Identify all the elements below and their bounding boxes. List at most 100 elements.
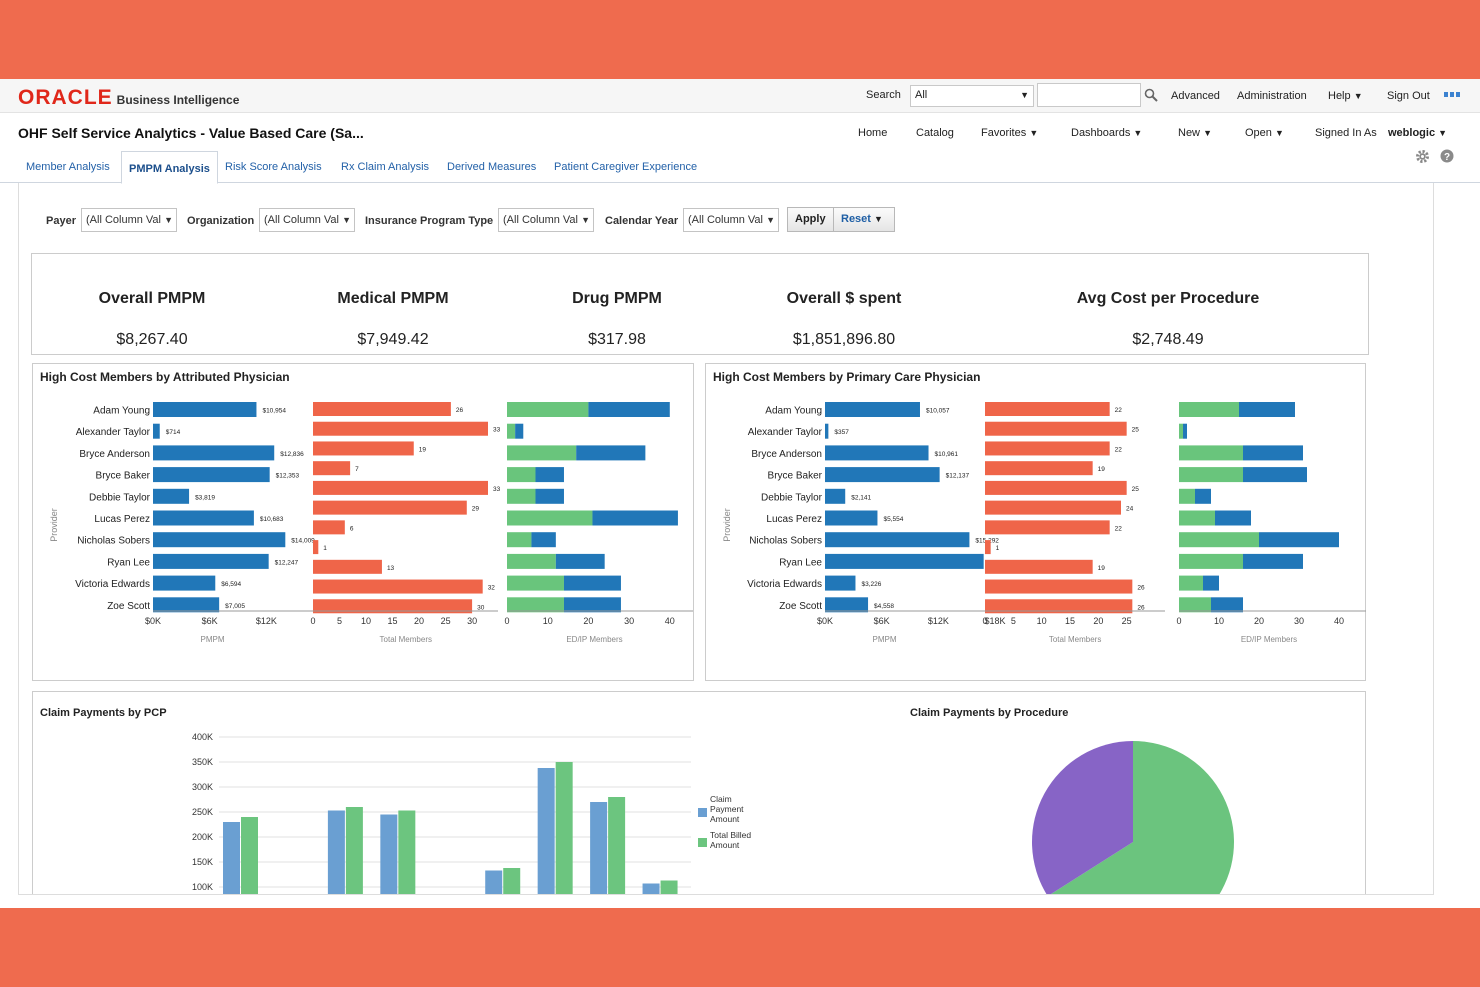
members-bar bbox=[313, 540, 319, 555]
provider-label: Adam Young bbox=[93, 406, 150, 417]
nav-dashboards[interactable]: Dashboards ▼ bbox=[1071, 127, 1142, 139]
pmpm-bar bbox=[153, 553, 269, 569]
provider-label: Nicholas Sobers bbox=[749, 536, 822, 547]
payer-value: (All Column Val bbox=[86, 214, 161, 226]
pmpm-data-label: $12,137 bbox=[946, 473, 970, 480]
dashboard-header: OHF Self Service Analytics - Value Based… bbox=[0, 113, 1480, 151]
organization-value: (All Column Val bbox=[264, 214, 339, 226]
chevron-down-icon: ▼ bbox=[1029, 128, 1039, 138]
edip-blue-bar bbox=[555, 553, 605, 569]
kpi-drug-pmpm-label: Drug PMPM bbox=[572, 290, 662, 307]
brand-name: ORACLE bbox=[18, 86, 113, 109]
reset-button[interactable]: Reset ▼ bbox=[833, 207, 895, 232]
nav-open[interactable]: Open ▼ bbox=[1245, 127, 1284, 139]
members-bar bbox=[313, 441, 414, 456]
organization-select[interactable]: (All Column Val ▼ bbox=[259, 208, 355, 232]
insurance-program-type-label: Insurance Program Type bbox=[365, 215, 494, 227]
pmpm-data-label: $3,819 bbox=[195, 494, 215, 501]
legend-total-billed-label: Total Billed bbox=[710, 830, 751, 840]
nav-home[interactable]: Home bbox=[858, 127, 888, 139]
sign-out-link[interactable]: Sign Out bbox=[1387, 90, 1430, 102]
administration-link[interactable]: Administration bbox=[1237, 90, 1307, 102]
edip-tick-label: 30 bbox=[624, 616, 634, 626]
nav-catalog[interactable]: Catalog bbox=[916, 127, 954, 139]
pmpm-tick-label: $6K bbox=[202, 616, 218, 626]
chevron-down-icon: ▼ bbox=[1438, 128, 1448, 138]
members-bar bbox=[985, 599, 1133, 614]
search-input[interactable] bbox=[1037, 83, 1141, 107]
help-icon[interactable]: ? bbox=[1440, 149, 1454, 163]
tab-pmpm-analysis[interactable]: PMPM Analysis bbox=[121, 151, 218, 184]
search-icon[interactable] bbox=[1144, 88, 1158, 102]
y-tick-label: 350K bbox=[192, 757, 213, 767]
pmpm-bar bbox=[825, 423, 829, 439]
user-menu[interactable]: weblogic ▼ bbox=[1388, 127, 1447, 139]
nav-open-label: Open bbox=[1245, 127, 1272, 139]
search-label: Search bbox=[866, 89, 901, 101]
provider-label: Ryan Lee bbox=[107, 557, 150, 568]
edip-blue-bar bbox=[563, 575, 621, 591]
tab-derived-measures[interactable]: Derived Measures bbox=[447, 161, 537, 173]
members-data-label: 26 bbox=[456, 407, 464, 414]
apply-button[interactable]: Apply bbox=[787, 207, 834, 232]
edip-blue-bar bbox=[592, 510, 678, 526]
pmpm-bar bbox=[153, 510, 254, 526]
edip-green-bar bbox=[1179, 553, 1243, 569]
legend-total-billed-swatch bbox=[698, 838, 707, 847]
tab-risk-score-analysis[interactable]: Risk Score Analysis bbox=[225, 161, 322, 173]
pmpm-data-label: $357 bbox=[834, 429, 849, 436]
pmpm-bar bbox=[153, 597, 220, 613]
pmpm-bar bbox=[153, 467, 270, 483]
help-menu[interactable]: Help ▼ bbox=[1328, 90, 1363, 102]
pmpm-data-label: $6,594 bbox=[221, 581, 241, 588]
members-bar bbox=[985, 441, 1110, 456]
payer-label: Payer bbox=[46, 215, 76, 227]
edip-blue-bar bbox=[1215, 510, 1251, 526]
gear-icon[interactable] bbox=[1415, 149, 1430, 164]
members-bar bbox=[985, 520, 1110, 535]
kpi-overall-spent-value: $1,851,896.80 bbox=[792, 331, 896, 348]
edip-blue-bar bbox=[1195, 488, 1211, 504]
members-tick-label: 20 bbox=[1093, 616, 1103, 626]
search-scope-select[interactable]: All ▼ bbox=[910, 85, 1034, 107]
members-tick-label: 15 bbox=[1065, 616, 1075, 626]
user-name: weblogic bbox=[1388, 127, 1436, 139]
provider-axis-label: Provider bbox=[722, 508, 732, 542]
chevron-down-icon: ▼ bbox=[1353, 91, 1363, 101]
provider-label: Zoe Scott bbox=[107, 601, 150, 612]
tab-member-analysis[interactable]: Member Analysis bbox=[26, 161, 110, 173]
organization-label: Organization bbox=[187, 215, 255, 227]
edip-blue-bar bbox=[1239, 402, 1295, 417]
provider-label: Bryce Anderson bbox=[751, 449, 822, 460]
advanced-link[interactable]: Advanced bbox=[1171, 90, 1220, 102]
members-data-label: 22 bbox=[1115, 407, 1123, 414]
nav-new[interactable]: New ▼ bbox=[1178, 127, 1212, 139]
reset-label: Reset bbox=[841, 213, 871, 225]
edip-green-bar bbox=[1179, 402, 1239, 417]
svg-text:?: ? bbox=[1444, 152, 1450, 163]
chevron-down-icon: ▼ bbox=[342, 215, 351, 225]
edip-blue-bar bbox=[1203, 575, 1219, 591]
pmpm-tick-label: $12K bbox=[928, 616, 949, 626]
tab-patient-caregiver-experience[interactable]: Patient Caregiver Experience bbox=[554, 161, 698, 173]
pmpm-bar bbox=[153, 423, 160, 439]
oracle-logo[interactable]: ORACLE Business Intelligence bbox=[18, 86, 239, 110]
insurance-program-type-select[interactable]: (All Column Val ▼ bbox=[498, 208, 594, 232]
edip-tick-label: 10 bbox=[543, 616, 553, 626]
global-header: ORACLE Business Intelligence Search All … bbox=[0, 79, 1480, 113]
tab-rx-claim-analysis[interactable]: Rx Claim Analysis bbox=[341, 161, 430, 173]
calendar-year-select[interactable]: (All Column Val ▼ bbox=[683, 208, 779, 232]
nav-favorites[interactable]: Favorites ▼ bbox=[981, 127, 1038, 139]
members-bar bbox=[985, 480, 1127, 495]
members-tick-label: 0 bbox=[310, 616, 315, 626]
legend-claim-payment-label: Claim bbox=[710, 794, 732, 804]
total-billed-bar bbox=[608, 797, 626, 894]
pmpm-tick-label: $0K bbox=[817, 616, 833, 626]
claim-payments-pcp-title: Claim Payments by PCP bbox=[40, 707, 167, 719]
kpi-avg-cost-value: $2,748.49 bbox=[1132, 331, 1204, 348]
payer-select[interactable]: (All Column Val ▼ bbox=[81, 208, 177, 232]
apps-icon[interactable] bbox=[1443, 91, 1461, 100]
edip-green-bar bbox=[507, 532, 532, 548]
pmpm-tick-label: $12K bbox=[256, 616, 277, 626]
pmpm-bar bbox=[153, 575, 216, 591]
